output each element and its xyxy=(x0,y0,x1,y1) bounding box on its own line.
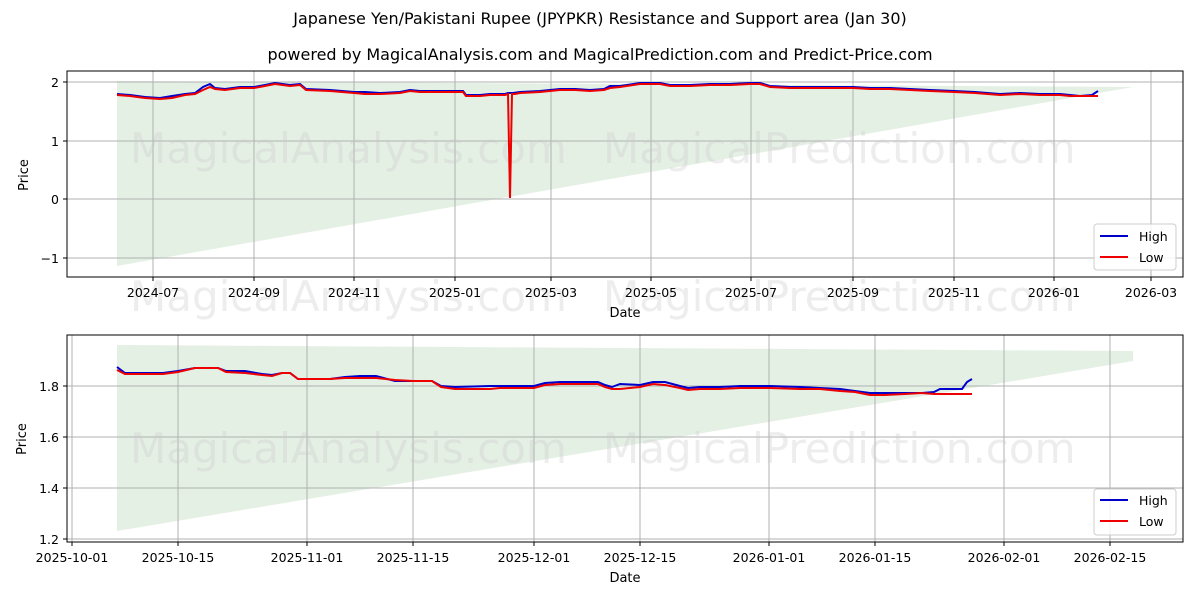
low-line xyxy=(116,367,972,396)
x-tick-label: 2026-01 xyxy=(1028,285,1080,300)
legend: High Low xyxy=(1093,488,1177,536)
top-chart: MagicalAnalysis.com MagicalPrediction.co… xyxy=(17,70,1184,321)
x-axis-label: Date xyxy=(609,571,640,586)
x-tick-label: 2026-01-01 xyxy=(733,550,806,565)
support-resistance-band xyxy=(117,345,1133,531)
x-tick-label: 2025-03 xyxy=(525,285,577,300)
y-tick-label: 1.6 xyxy=(39,430,59,445)
x-tick-label: 2025-10-15 xyxy=(142,550,215,565)
watermark: MagicalPrediction.com xyxy=(603,124,1076,173)
x-tick-label: 2025-09 xyxy=(827,285,879,300)
legend-high: High xyxy=(1139,493,1168,508)
x-tick-label: 2025-12-15 xyxy=(604,550,677,565)
y-axis-label: Price xyxy=(15,423,30,455)
x-tick-label: 2026-01-15 xyxy=(839,550,912,565)
watermark: MagicalPrediction.com xyxy=(603,424,1076,473)
low-line xyxy=(116,82,1098,199)
legend: High Low xyxy=(1093,223,1177,271)
chart-subtitle: powered by MagicalAnalysis.com and Magic… xyxy=(267,45,933,64)
x-tick-label: 2025-12-01 xyxy=(498,550,571,565)
bottom-chart: MagicalAnalysis.com MagicalPrediction.co… xyxy=(15,334,1184,586)
chart-title: Japanese Yen/Pakistani Rupee (JPYPKR) Re… xyxy=(293,9,907,28)
y-tick-label: −1 xyxy=(41,251,59,266)
y-tick-label: 2 xyxy=(51,75,59,90)
watermark: MagicalAnalysis.com xyxy=(130,124,567,173)
watermark: MagicalAnalysis.com xyxy=(130,424,567,473)
y-tick-label: 0 xyxy=(51,192,59,207)
grid xyxy=(67,335,1183,542)
x-tick-label: 2024-07 xyxy=(127,285,179,300)
legend-low: Low xyxy=(1139,250,1164,265)
x-axis-label: Date xyxy=(609,306,640,321)
support-resistance-band xyxy=(117,81,1133,266)
top-axes-frame xyxy=(66,70,1184,278)
x-tick-label: 2025-11 xyxy=(928,285,980,300)
watermark: MagicalAnalysis.com xyxy=(130,272,567,321)
grid xyxy=(67,71,1183,277)
x-tick-label: 2025-07 xyxy=(725,285,777,300)
watermark: MagicalPrediction.com xyxy=(603,272,1076,321)
x-tick-label: 2026-03 xyxy=(1125,285,1177,300)
y-tick-label: 1.8 xyxy=(39,379,59,394)
x-tick-label: 2026-02-15 xyxy=(1074,550,1147,565)
x-tick-label: 2024-09 xyxy=(228,285,280,300)
y-tick-label: 1.4 xyxy=(39,481,59,496)
x-tick-label: 2024-11 xyxy=(328,285,380,300)
x-tick-label: 2026-02-01 xyxy=(968,550,1041,565)
legend-low: Low xyxy=(1139,514,1164,529)
y-tick-label: 1 xyxy=(51,134,59,149)
x-tick-label: 2025-11-01 xyxy=(271,550,344,565)
x-tick-label: 2025-11-15 xyxy=(377,550,450,565)
x-tick-label: 2025-01 xyxy=(429,285,481,300)
x-tick-label: 2025-10-01 xyxy=(36,550,109,565)
x-tick-label: 2025-05 xyxy=(625,285,677,300)
y-tick-label: 1.2 xyxy=(39,532,59,547)
legend-high: High xyxy=(1139,229,1168,244)
bottom-axes-frame xyxy=(66,334,1184,543)
y-axis-label: Price xyxy=(17,159,32,191)
